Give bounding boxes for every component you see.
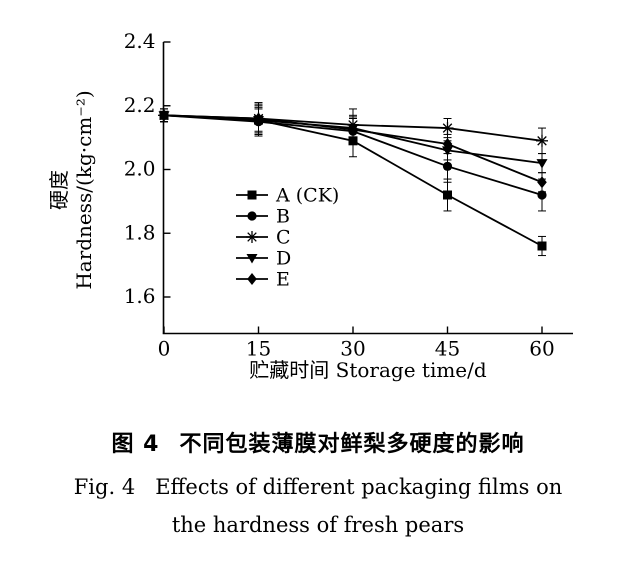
legend-label: E <box>276 269 290 291</box>
legend-label: A (CK) <box>275 185 339 207</box>
caption-en-line1: Fig. 4 Effects of different packaging fil… <box>0 472 636 502</box>
x-tick-label: 15 <box>246 337 271 361</box>
axes <box>162 42 573 335</box>
caption-en-text: Effects of different packaging films on <box>155 475 563 499</box>
caption-en-line2: the hardness of fresh pears <box>171 513 465 537</box>
x-axis-ticks: 0 15 30 45 60 <box>158 326 555 361</box>
legend-item-A (CK): A (CK) <box>236 185 339 207</box>
y-axis-title: 硬度 Hardness/(kg·cm⁻²) <box>47 90 96 289</box>
caption-zh: 图 4 不同包装薄膜对鲜梨多硬度的影响 <box>0 430 636 460</box>
y-axis-title-zh: 硬度 <box>47 170 71 210</box>
caption-en-prefix: Fig. 4 <box>73 475 136 499</box>
y-tick-label: 2.2 <box>124 93 156 117</box>
legend-item-C: C <box>236 227 291 249</box>
y-tick-label: 2.4 <box>124 29 156 53</box>
x-tick-label: 30 <box>340 337 365 361</box>
x-tick-label: 60 <box>529 337 554 361</box>
x-axis-title: 贮藏时间 Storage time/d <box>249 358 487 382</box>
caption-zh-prefix: 图 4 <box>111 432 160 457</box>
y-tick-label: 1.8 <box>124 220 156 244</box>
y-tick-label: 2.0 <box>124 157 156 181</box>
caption-zh-text: 不同包装薄膜对鲜梨多硬度的影响 <box>179 432 525 457</box>
y-axis-ticks: 2.4 2.2 2.0 1.8 1.6 <box>124 29 171 308</box>
legend-label: B <box>276 206 290 228</box>
figure-area: 2.4 2.2 2.0 1.8 1.6 0 15 30 45 60 贮藏时间 Storage tim… <box>47 29 573 382</box>
hardness-chart: 2.4 2.2 2.0 1.8 1.6 0 15 30 45 60 贮藏时间 Storage tim… <box>47 29 573 382</box>
legend-item-B: B <box>236 206 290 228</box>
legend-item-E: E <box>236 269 290 291</box>
legend-label: C <box>276 227 291 249</box>
x-tick-label: 45 <box>435 337 460 361</box>
legend-item-D: D <box>236 248 291 270</box>
legend-label: D <box>276 248 291 270</box>
series-E <box>159 109 547 189</box>
y-tick-label: 1.6 <box>124 284 156 308</box>
figure-caption: 图 4 不同包装薄膜对鲜梨多硬度的影响 Fig. 4 Effects of diff… <box>0 430 636 540</box>
x-tick-label: 0 <box>158 337 171 361</box>
y-axis-title-en: Hardness/(kg·cm⁻²) <box>72 90 96 289</box>
